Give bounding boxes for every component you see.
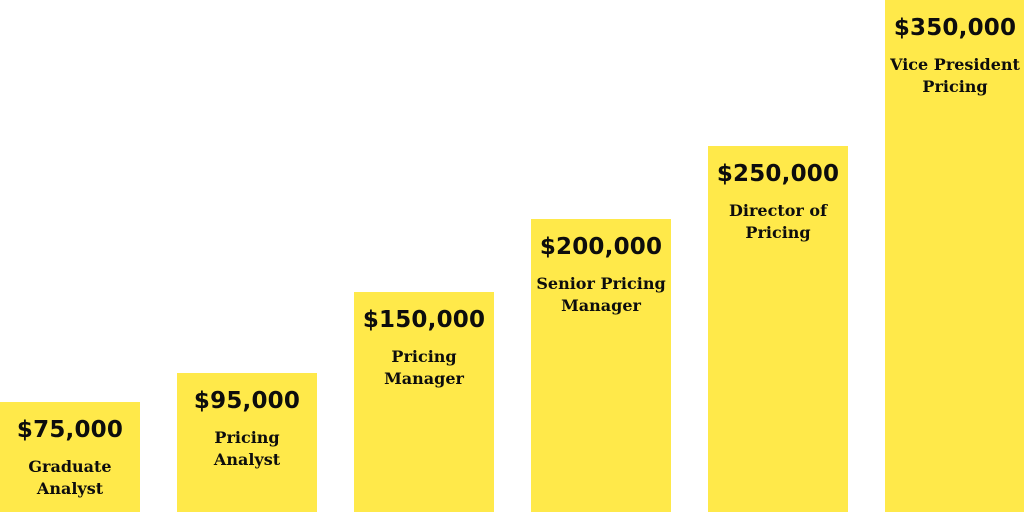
bar-4: $200,000 Senior Pricing Manager [531, 219, 671, 512]
bar-value-label: $250,000 [716, 161, 840, 188]
bar-category-label: Pricing Analyst [213, 427, 281, 469]
bar-3: $150,000 Pricing Manager [354, 292, 494, 512]
bar-category-label: Senior Pricing Manager [536, 274, 666, 316]
bar-value-label: $95,000 [193, 387, 301, 414]
bar-value-label: $75,000 [16, 417, 124, 443]
bar-value-label: $200,000 [539, 234, 663, 261]
bar-5: $250,000 Director of Pricing [708, 146, 848, 512]
bar-2: $95,000 Pricing Analyst [177, 372, 317, 512]
bar-category-label: Graduate Analyst [28, 457, 112, 498]
bar-value-label: $350,000 [893, 15, 1017, 41]
bar-1: $75,000 Graduate Analyst [0, 402, 140, 512]
bar-category-label: Vice President Pricing [890, 55, 1020, 96]
bar-category-label: Director of Pricing [729, 201, 827, 243]
bar-6: $350,000 Vice President Pricing [885, 0, 1024, 512]
bar-category-label: Pricing Manager [384, 347, 464, 389]
bar-value-label: $150,000 [362, 307, 486, 334]
